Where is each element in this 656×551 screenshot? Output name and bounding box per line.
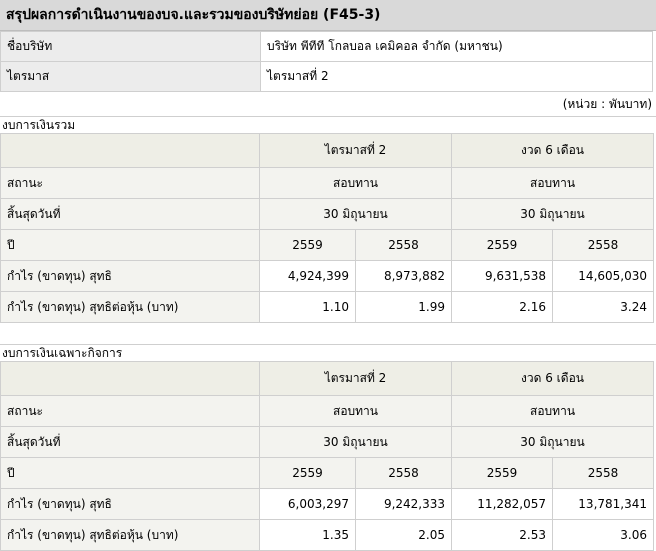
consolidated-table: ไตรมาสที่ 2 งวด 6 เดือน สถานะ สอบทาน สอบ…: [0, 133, 655, 323]
section-title-consolidated: งบการเงินรวม: [0, 116, 656, 133]
end-date-row: สิ้นสุดวันที่ 30 มิถุนายน 30 มิถุนายน: [0, 426, 655, 458]
net-profit-value: 6,003,297: [259, 488, 356, 520]
eps-value: 3.06: [552, 519, 655, 551]
header-row: ไตรมาสที่ 2 งวด 6 เดือน: [0, 361, 655, 396]
company-value: บริษัท พีทีที โกลบอล เคมิคอล จำกัด (มหาช…: [260, 31, 653, 62]
year-label: ปี: [0, 457, 260, 489]
year-cell: 2558: [552, 229, 655, 261]
eps-value: 1.35: [259, 519, 356, 551]
net-profit-value: 9,631,538: [451, 260, 554, 292]
year-cell: 2558: [552, 457, 655, 489]
eps-value: 1.99: [354, 291, 453, 323]
company-row: ชื่อบริษัท บริษัท พีทีที โกลบอล เคมิคอล …: [0, 31, 653, 62]
year-row: ปี 2559 2558 2559 2558: [0, 229, 655, 261]
header-row: ไตรมาสที่ 2 งวด 6 เดือน: [0, 133, 655, 168]
quarter-value: ไตรมาสที่ 2: [260, 61, 653, 92]
net-profit-value: 4,924,399: [259, 260, 356, 292]
quarter-row: ไตรมาส ไตรมาสที่ 2: [0, 61, 653, 92]
eps-row: กำไร (ขาดทุน) สุทธิต่อหุ้น (บาท) 1.35 2.…: [0, 519, 655, 551]
net-profit-value: 14,605,030: [552, 260, 655, 292]
year-cell: 2559: [259, 457, 356, 489]
status-period: สอบทาน: [451, 167, 655, 199]
year-row: ปี 2559 2558 2559 2558: [0, 457, 655, 489]
year-cell: 2558: [354, 457, 453, 489]
end-date-period: 30 มิถุนายน: [451, 426, 655, 458]
year-cell: 2558: [354, 229, 453, 261]
header-quarter: ไตรมาสที่ 2: [258, 361, 453, 396]
header-empty: [0, 133, 260, 168]
net-profit-value: 8,973,882: [354, 260, 453, 292]
end-date-row: สิ้นสุดวันที่ 30 มิถุนายน 30 มิถุนายน: [0, 198, 655, 230]
year-cell: 2559: [451, 229, 554, 261]
year-cell: 2559: [259, 229, 356, 261]
header-empty: [0, 361, 260, 396]
quarter-label: ไตรมาส: [0, 61, 261, 92]
end-date-period: 30 มิถุนายน: [451, 198, 655, 230]
end-date-quarter: 30 มิถุนายน: [258, 198, 453, 230]
eps-value: 3.24: [552, 291, 655, 323]
end-date-label: สิ้นสุดวันที่: [0, 426, 260, 458]
net-profit-row: กำไร (ขาดทุน) สุทธิ 4,924,399 8,973,882 …: [0, 260, 655, 292]
company-info-table: ชื่อบริษัท บริษัท พีทีที โกลบอล เคมิคอล …: [0, 31, 653, 92]
net-profit-value: 9,242,333: [354, 488, 453, 520]
net-profit-value: 11,282,057: [451, 488, 554, 520]
company-label: ชื่อบริษัท: [0, 31, 261, 62]
status-quarter: สอบทาน: [258, 395, 453, 427]
end-date-label: สิ้นสุดวันที่: [0, 198, 260, 230]
eps-value: 2.53: [451, 519, 554, 551]
net-profit-label: กำไร (ขาดทุน) สุทธิ: [0, 488, 260, 520]
eps-value: 1.10: [259, 291, 356, 323]
eps-label: กำไร (ขาดทุน) สุทธิต่อหุ้น (บาท): [0, 519, 260, 551]
report-title: สรุปผลการดำเนินงานของบจ.และรวมของบริษัทย…: [0, 0, 656, 31]
eps-label: กำไร (ขาดทุน) สุทธิต่อหุ้น (บาท): [0, 291, 260, 323]
section-title-separate: งบการเงินเฉพาะกิจการ: [0, 344, 656, 361]
header-period: งวด 6 เดือน: [451, 361, 655, 396]
unit-note: (หน่วย : พันบาท): [562, 97, 652, 111]
status-period: สอบทาน: [451, 395, 655, 427]
net-profit-row: กำไร (ขาดทุน) สุทธิ 6,003,297 9,242,333 …: [0, 488, 655, 520]
net-profit-label: กำไร (ขาดทุน) สุทธิ: [0, 260, 260, 292]
year-label: ปี: [0, 229, 260, 261]
section-gap: [0, 323, 656, 344]
net-profit-value: 13,781,341: [552, 488, 655, 520]
year-cell: 2559: [451, 457, 554, 489]
separate-table: ไตรมาสที่ 2 งวด 6 เดือน สถานะ สอบทาน สอบ…: [0, 361, 655, 551]
eps-value: 2.05: [354, 519, 453, 551]
end-date-quarter: 30 มิถุนายน: [258, 426, 453, 458]
status-row: สถานะ สอบทาน สอบทาน: [0, 395, 655, 427]
status-row: สถานะ สอบทาน สอบทาน: [0, 167, 655, 199]
status-quarter: สอบทาน: [258, 167, 453, 199]
status-label: สถานะ: [0, 167, 260, 199]
header-period: งวด 6 เดือน: [451, 133, 655, 168]
status-label: สถานะ: [0, 395, 260, 427]
eps-value: 2.16: [451, 291, 554, 323]
eps-row: กำไร (ขาดทุน) สุทธิต่อหุ้น (บาท) 1.10 1.…: [0, 291, 655, 323]
header-quarter: ไตรมาสที่ 2: [258, 133, 453, 168]
